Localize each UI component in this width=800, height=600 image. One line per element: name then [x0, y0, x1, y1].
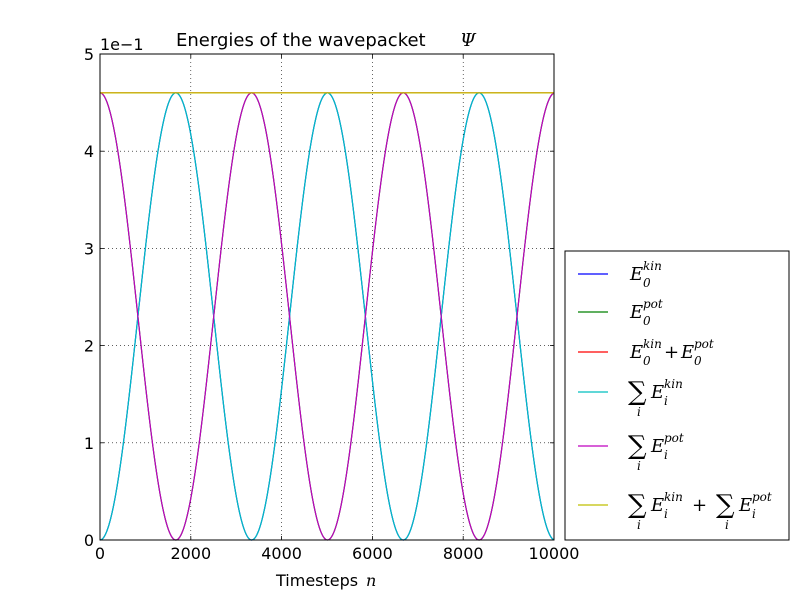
svg-text:pot: pot — [752, 490, 772, 504]
svg-text:kin: kin — [664, 490, 683, 504]
x-tick-label: 4000 — [261, 544, 302, 563]
legend-label-sum-pot: ∑ i E i pot — [628, 431, 684, 473]
title-text: Energies of the wavepacket — [176, 30, 426, 51]
svg-text:i: i — [637, 518, 641, 532]
svg-text:∑: ∑ — [628, 431, 647, 461]
svg-text:E: E — [738, 495, 752, 516]
x-axis-label-symbol: n — [366, 571, 376, 590]
plot-frame — [99, 53, 555, 541]
svg-text:E: E — [629, 264, 643, 285]
y-offset-text: 1e−1 — [100, 35, 144, 54]
x-tick-label: 10000 — [529, 544, 580, 563]
svg-text:+: + — [692, 495, 707, 516]
svg-text:pot: pot — [664, 431, 684, 445]
svg-text:0: 0 — [694, 354, 702, 368]
axis-ticks: 0 2000 4000 6000 8000 10000 0 1 2 3 4 5 — [84, 45, 580, 563]
legend-label-sum-total: ∑ i E i kin + ∑ i E i pot — [628, 490, 772, 532]
svg-text:i: i — [664, 507, 668, 521]
chart-title: Energies of the wavepacket Ψ — [176, 30, 477, 51]
x-tick-label: 0 — [95, 544, 105, 563]
svg-text:+: + — [664, 342, 679, 363]
svg-text:i: i — [637, 459, 641, 473]
svg-text:∑: ∑ — [716, 490, 735, 520]
legend-frame — [564, 250, 790, 541]
svg-text:i: i — [725, 518, 729, 532]
svg-text:0: 0 — [643, 314, 651, 328]
svg-text:kin: kin — [643, 337, 662, 351]
legend-label-e0-kin: E 0 kin — [629, 259, 662, 290]
x-tick-label: 2000 — [170, 544, 211, 563]
svg-text:pot: pot — [694, 337, 714, 351]
svg-text:∑: ∑ — [628, 490, 647, 520]
y-tick-label: 1 — [84, 434, 94, 453]
svg-text:kin: kin — [643, 259, 662, 273]
svg-text:0: 0 — [643, 354, 651, 368]
svg-text:E: E — [629, 302, 643, 323]
legend-label-sum-kin: ∑ i E i kin — [628, 377, 683, 419]
svg-text:i: i — [664, 394, 668, 408]
x-tick-label: 8000 — [443, 544, 484, 563]
y-tick-label: 0 — [84, 531, 94, 550]
x-axis-label: Timesteps n — [275, 571, 376, 590]
svg-text:pot: pot — [643, 297, 663, 311]
y-tick-label: 4 — [84, 142, 94, 161]
legend-label-e0-pot: E 0 pot — [629, 297, 663, 328]
y-tick-label: 5 — [84, 45, 94, 64]
svg-text:kin: kin — [664, 377, 683, 391]
x-axis-label-text: Timesteps — [275, 571, 358, 590]
legend: E 0 kin E 0 pot E 0 kin + E 0 pot ∑ i E … — [564, 250, 790, 541]
legend-label-e0-total: E 0 kin + E 0 pot — [629, 337, 714, 368]
svg-text:∑: ∑ — [628, 377, 647, 407]
svg-text:E: E — [650, 495, 664, 516]
svg-text:E: E — [629, 342, 643, 363]
svg-text:0: 0 — [643, 276, 651, 290]
svg-text:i: i — [752, 507, 756, 521]
svg-text:i: i — [664, 448, 668, 462]
svg-text:E: E — [650, 382, 664, 403]
x-tick-label: 6000 — [352, 544, 393, 563]
svg-text:E: E — [650, 436, 664, 457]
svg-text:E: E — [680, 342, 694, 363]
title-symbol: Ψ — [460, 30, 477, 51]
y-tick-label: 3 — [84, 239, 94, 258]
y-tick-label: 2 — [84, 337, 94, 356]
svg-text:i: i — [637, 405, 641, 419]
